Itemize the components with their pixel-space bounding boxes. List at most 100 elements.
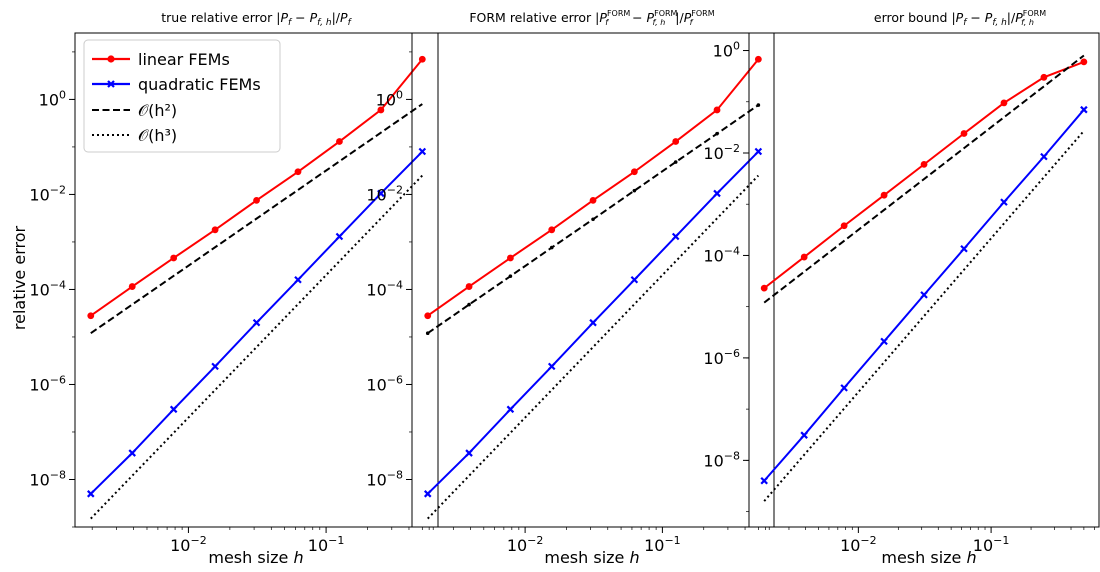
x-axis-label-3: mesh size h xyxy=(881,548,976,567)
data-point xyxy=(335,232,344,241)
y-tick-label: 10−2 xyxy=(703,142,740,163)
x-tick-label: 10−1 xyxy=(644,534,681,555)
data-point xyxy=(128,283,136,290)
x-tick-label: 10−1 xyxy=(973,534,1010,555)
data-point xyxy=(920,291,928,299)
legend-entry-order2: 𝒪(h²) xyxy=(92,101,177,120)
panel-2: 10−2 10−1 10−8 10−6 10−4 10−2 100 xyxy=(366,32,775,555)
panel-1: 10−2 10−1 10−8 10−6 10−4 10−2 100 xyxy=(29,32,439,555)
data-point xyxy=(211,362,219,371)
y-tick-label: 10−8 xyxy=(703,449,740,470)
data-point xyxy=(960,130,968,137)
panel-3-title: error bound |Pf − Pf, h|/PFORM f, h xyxy=(874,9,1046,28)
series-line-2 xyxy=(90,103,423,335)
data-point xyxy=(630,275,639,284)
y-tick-label: 10−4 xyxy=(703,244,740,265)
data-point xyxy=(377,106,385,114)
data-point xyxy=(880,337,888,346)
x-axis-label-1: mesh size h xyxy=(208,548,303,567)
x-tick-label: 10−2 xyxy=(840,534,877,555)
data-point xyxy=(920,160,928,168)
data-point xyxy=(425,331,430,336)
data-point xyxy=(336,138,343,145)
y-tick-label: 10−8 xyxy=(29,468,66,489)
data-point xyxy=(170,254,178,262)
data-point xyxy=(467,302,471,307)
data-point xyxy=(418,55,426,63)
x-tick-label: 10−1 xyxy=(308,534,345,555)
series-line-3 xyxy=(763,130,1085,502)
data-point xyxy=(87,490,95,498)
data-point xyxy=(754,55,762,63)
y-tick-label: 10−8 xyxy=(366,468,403,489)
data-point xyxy=(840,384,848,392)
data-point xyxy=(548,226,556,234)
data-point xyxy=(715,131,719,136)
series-group xyxy=(87,55,427,520)
data-point xyxy=(508,274,513,279)
panel-2-title: FORM relative error |PFORM f − PFORM f, h |… xyxy=(469,9,714,27)
plot-frame xyxy=(748,32,1100,528)
y-tick-label: 10−6 xyxy=(703,347,740,368)
data-point xyxy=(671,232,680,241)
y-tick-label: 10−2 xyxy=(29,183,66,204)
data-point xyxy=(547,362,556,371)
data-point xyxy=(673,160,678,164)
data-point xyxy=(128,449,136,457)
legend-entry-order3: 𝒪(h³) xyxy=(92,126,177,145)
data-point xyxy=(632,188,637,193)
data-point xyxy=(1040,73,1048,81)
series-line-0 xyxy=(427,58,760,317)
data-point xyxy=(169,405,178,414)
x-tick-label: 10−2 xyxy=(507,534,544,555)
legend: linear FEMs quadratic FEMs 𝒪(h²) 𝒪(h³) xyxy=(83,39,281,153)
data-point xyxy=(589,318,597,327)
data-point xyxy=(713,106,721,114)
y-tick-label: 10−6 xyxy=(366,373,403,394)
series-line-2 xyxy=(763,54,1085,304)
data-point xyxy=(760,284,768,292)
data-point xyxy=(1080,58,1088,66)
data-point xyxy=(506,254,514,262)
data-point xyxy=(424,312,432,320)
data-point xyxy=(713,189,721,198)
y-axis-label: relative error xyxy=(10,225,29,330)
panel-1-title: true relative error |Pf − Pf, h|/Pf xyxy=(161,10,352,28)
y-tick-label: 100 xyxy=(376,88,403,109)
data-point xyxy=(252,318,261,327)
data-point xyxy=(294,275,302,284)
data-point xyxy=(211,226,219,234)
data-point xyxy=(800,431,808,439)
data-point xyxy=(1040,152,1048,161)
x-tick-label: 10−2 xyxy=(170,534,207,555)
legend-label-quadratic: quadratic FEMs xyxy=(138,75,261,94)
data-point xyxy=(465,283,473,290)
series-line-0 xyxy=(763,60,1085,289)
data-point xyxy=(756,103,761,107)
data-point xyxy=(672,138,680,145)
data-point xyxy=(760,476,768,485)
data-point xyxy=(589,196,597,204)
data-point xyxy=(549,245,554,250)
y-tick-label: 100 xyxy=(713,40,740,61)
y-tick-label: 10−4 xyxy=(366,278,403,299)
legend-label-linear: linear FEMs xyxy=(138,50,230,69)
data-point xyxy=(1000,198,1008,206)
data-point xyxy=(87,312,95,320)
series-group xyxy=(760,54,1088,502)
y-tick-label: 10−4 xyxy=(29,278,66,299)
x-axis-label-2: mesh size h xyxy=(544,548,639,567)
data-point xyxy=(418,147,427,156)
data-point xyxy=(840,222,848,230)
data-point xyxy=(423,490,432,498)
legend-entry-linear: linear FEMs xyxy=(92,50,230,69)
data-point xyxy=(294,168,302,176)
legend-label-order3: 𝒪(h³) xyxy=(138,126,177,145)
data-point xyxy=(800,253,808,261)
data-point xyxy=(880,191,888,199)
data-point xyxy=(591,217,595,222)
plot-frame xyxy=(74,32,439,528)
data-point xyxy=(506,405,515,414)
panel-3: 10−2 10−1 10−8 10−6 10−4 10−2 100 xyxy=(703,32,1100,555)
